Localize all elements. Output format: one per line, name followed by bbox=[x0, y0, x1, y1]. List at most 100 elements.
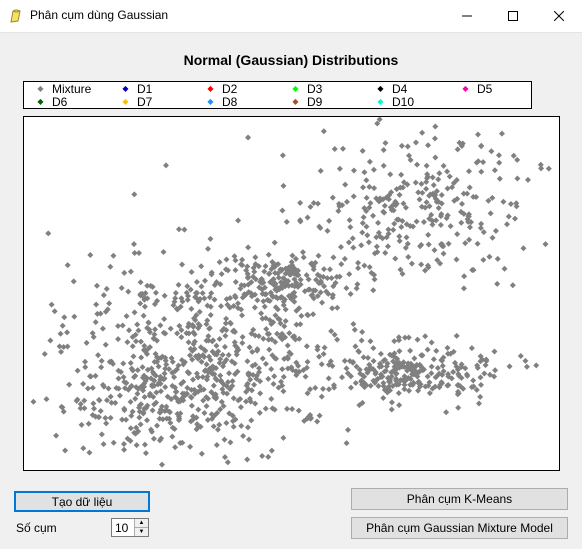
generate-data-button[interactable]: Tạo dữ liệu bbox=[14, 491, 150, 512]
scatter-point bbox=[425, 241, 432, 248]
scatter-point bbox=[291, 276, 298, 283]
chart-legend: ◆ Mixture ◆ D1 ◆ D2 ◆ D3 ◆ D4 ◆ D5 ◆ D6 ◆ D7 ◆ D8 ◆ D9 ◆ D10 bbox=[23, 81, 532, 109]
scatter-point bbox=[385, 230, 392, 237]
scatter-point bbox=[325, 386, 332, 393]
scatter-point bbox=[371, 185, 378, 192]
scatter-point bbox=[167, 419, 174, 426]
scatter-point bbox=[82, 364, 89, 371]
scatter-point bbox=[135, 385, 142, 392]
scatter-point bbox=[140, 387, 147, 394]
stepper-up-icon[interactable]: ▲ bbox=[138, 520, 145, 526]
scatter-point bbox=[233, 351, 240, 358]
scatter-point bbox=[95, 414, 102, 421]
legend-marker: ◆ bbox=[377, 84, 384, 93]
scatter-point bbox=[470, 193, 477, 200]
clusters-stepper[interactable]: 10 ▲ ▼ bbox=[111, 518, 149, 537]
scatter-point bbox=[446, 173, 453, 180]
scatter-point bbox=[271, 406, 278, 413]
scatter-point bbox=[338, 261, 345, 268]
stepper-down-icon[interactable]: ▼ bbox=[135, 527, 148, 536]
scatter-point bbox=[438, 191, 445, 198]
scatter-point bbox=[48, 301, 55, 308]
scatter-point bbox=[296, 368, 303, 375]
gmm-button[interactable]: Phân cụm Gaussian Mixture Model bbox=[351, 517, 568, 539]
clusters-value[interactable]: 10 bbox=[115, 521, 129, 535]
scatter-point bbox=[259, 290, 266, 297]
scatter-point bbox=[141, 394, 148, 401]
scatter-point bbox=[312, 384, 319, 391]
scatter-point bbox=[207, 235, 214, 242]
title-bar[interactable]: Phân cụm dùng Gaussian bbox=[0, 0, 582, 33]
scatter-point bbox=[234, 300, 241, 307]
scatter-point bbox=[414, 161, 421, 168]
scatter-point bbox=[280, 275, 287, 282]
scatter-point bbox=[292, 255, 299, 262]
legend-marker: ◆ bbox=[37, 84, 44, 93]
scatter-point bbox=[154, 297, 161, 304]
scatter-point bbox=[347, 373, 354, 380]
scatter-point bbox=[261, 303, 268, 310]
scatter-point bbox=[453, 256, 460, 263]
scatter-point bbox=[257, 378, 264, 385]
scatter-point bbox=[119, 416, 126, 423]
scatter-point bbox=[324, 227, 331, 234]
scatter-point bbox=[126, 327, 133, 334]
scatter-point bbox=[200, 397, 207, 404]
close-button[interactable] bbox=[536, 0, 582, 32]
scatter-point bbox=[360, 354, 367, 361]
maximize-button[interactable] bbox=[490, 0, 536, 32]
scatter-point bbox=[266, 330, 273, 337]
scatter-point bbox=[228, 358, 235, 365]
scatter-point bbox=[458, 219, 465, 226]
scatter-point bbox=[239, 339, 246, 346]
scatter-point bbox=[288, 259, 295, 266]
scatter-point bbox=[239, 256, 246, 263]
scatter-point bbox=[363, 223, 370, 230]
scatter-point bbox=[374, 249, 381, 256]
scatter-point bbox=[108, 399, 115, 406]
scatter-point bbox=[138, 354, 145, 361]
kmeans-button[interactable]: Phân cụm K-Means bbox=[351, 488, 568, 510]
scatter-point bbox=[142, 290, 149, 297]
scatter-point bbox=[217, 281, 224, 288]
scatter-point bbox=[237, 285, 244, 292]
scatter-point bbox=[153, 389, 160, 396]
scatter-point bbox=[112, 399, 119, 406]
minimize-icon bbox=[462, 15, 472, 17]
scatter-point bbox=[172, 290, 179, 297]
scatter-point bbox=[391, 220, 398, 227]
scatter-point bbox=[400, 200, 407, 207]
scatter-point bbox=[426, 390, 433, 397]
minimize-button[interactable] bbox=[444, 0, 490, 32]
scatter-point bbox=[481, 370, 488, 377]
scatter-point bbox=[47, 337, 54, 344]
scatter-point bbox=[391, 350, 398, 357]
scatter-point bbox=[257, 278, 264, 285]
scatter-point bbox=[157, 409, 164, 416]
scatter-point bbox=[148, 375, 155, 382]
scatter-point bbox=[455, 404, 462, 411]
scatter-point bbox=[156, 437, 163, 444]
scatter-point bbox=[221, 343, 228, 350]
scatter-point bbox=[284, 405, 291, 412]
scatter-point bbox=[80, 380, 87, 387]
scatter-point bbox=[187, 286, 194, 293]
scatter-point bbox=[80, 445, 87, 452]
scatter-point bbox=[160, 376, 167, 383]
scatter-point bbox=[123, 313, 130, 320]
scatter-point bbox=[161, 316, 168, 323]
scatter-point bbox=[179, 439, 186, 446]
scatter-point bbox=[366, 264, 373, 271]
scatter-point bbox=[176, 322, 183, 329]
scatter-point bbox=[268, 395, 275, 402]
scatter-point bbox=[296, 305, 303, 312]
scatter-point bbox=[363, 194, 370, 201]
scatter-point bbox=[361, 169, 368, 176]
scatter-point bbox=[330, 283, 337, 290]
scatter-point bbox=[335, 207, 342, 214]
scatter-point bbox=[187, 418, 194, 425]
scatter-point bbox=[103, 397, 110, 404]
scatter-point bbox=[434, 257, 441, 264]
scatter-point bbox=[464, 216, 471, 223]
scatter-point bbox=[404, 143, 411, 150]
